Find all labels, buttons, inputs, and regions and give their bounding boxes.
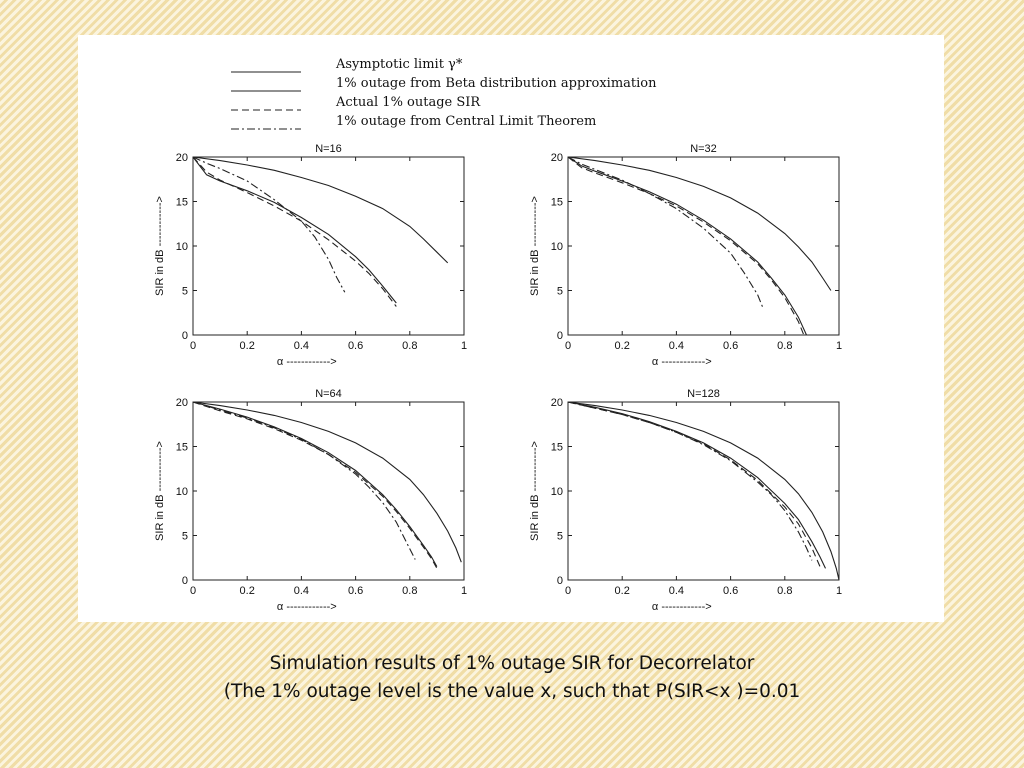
chart-1-series-4-line [192, 156, 346, 293]
chart-4-ytick-label-3: 15 [551, 442, 563, 454]
chart-1-xtick-label-5: 1 [461, 340, 467, 352]
chart-1-ytick-label-2: 10 [176, 241, 188, 253]
chart-4-series-2-line [567, 401, 826, 569]
chart-3-xtick-label-2: 0.4 [294, 585, 309, 597]
chart-3-xtick-label-1: 0.2 [240, 585, 255, 597]
chart-3-ytick-label-2: 10 [176, 486, 188, 498]
chart-1-series-3-line [192, 156, 397, 307]
chart-1-ytick-label-0: 0 [182, 330, 188, 342]
chart-2-series-4-line [567, 156, 764, 309]
chart-3-frame [192, 401, 465, 581]
chart-4-frame [567, 401, 840, 581]
caption: Simulation results of 1% outage SIR for … [0, 650, 1024, 706]
chart-2-ytick-label-3: 15 [551, 197, 563, 209]
chart-3-xtick-label-4: 0.8 [402, 585, 417, 597]
chart-2-ytick-label-4: 20 [551, 152, 563, 164]
chart-1-title: N=16 [315, 143, 342, 155]
chart-3-series-3-line [192, 401, 438, 569]
chart-4-xtick-label-3: 0.6 [723, 585, 738, 597]
legend-label-3: Actual 1% outage SIR [335, 95, 481, 110]
chart-2-title: N=32 [690, 143, 717, 155]
chart-2-series-3-line [567, 156, 805, 336]
chart-4-ytick-label-1: 5 [557, 531, 563, 543]
chart-4-ytick-label-0: 0 [557, 575, 563, 587]
chart-1-ytick-label-1: 5 [182, 286, 188, 298]
chart-4-xtick-label-2: 0.4 [669, 585, 684, 597]
chart-2-xtick-label-2: 0.4 [669, 340, 684, 352]
chart-2-series-1-line [567, 156, 832, 291]
chart-4-ytick-label-2: 10 [551, 486, 563, 498]
chart-2-xtick-label-3: 0.6 [723, 340, 738, 352]
chart-1-frame [192, 156, 465, 336]
chart-3-xtick-label-0: 0 [190, 585, 196, 597]
chart-3-series-4-line [192, 401, 416, 560]
chart-3-title: N=64 [315, 388, 342, 400]
chart-2-ytick-label-0: 0 [557, 330, 563, 342]
chart-4-series-4-line [567, 401, 813, 561]
chart-2-xtick-label-5: 1 [836, 340, 842, 352]
chart-3-xlabel: α ------------> [277, 601, 337, 613]
chart-4-xtick-label-5: 1 [836, 585, 842, 597]
chart-1-ylabel: SIR in dB ------------> [154, 196, 166, 296]
chart-4-xtick-label-0: 0 [565, 585, 571, 597]
chart-2-ytick-label-1: 5 [557, 286, 563, 298]
chart-3-ytick-label-4: 20 [176, 397, 188, 409]
chart-1-ytick-label-4: 20 [176, 152, 188, 164]
chart-1-xlabel: α ------------> [277, 356, 337, 368]
chart-2-ylabel: SIR in dB ------------> [529, 196, 541, 296]
chart-4-ytick-label-4: 20 [551, 397, 563, 409]
chart-4-xtick-label-4: 0.8 [777, 585, 792, 597]
chart-4-xtick-label-1: 0.2 [615, 585, 630, 597]
chart-2-frame [567, 156, 840, 336]
chart-1-xtick-label-4: 0.8 [402, 340, 417, 352]
chart-1-xtick-label-2: 0.4 [294, 340, 309, 352]
chart-3-series-2-line [192, 401, 438, 567]
chart-3-ytick-label-3: 15 [176, 442, 188, 454]
chart-3-series-1-line [192, 401, 462, 563]
legend-label-1: Asymptotic limit γ* [335, 57, 463, 72]
chart-4-series-3-line [567, 401, 821, 567]
chart-4-title: N=128 [687, 388, 720, 400]
chart-2-series-2-line [567, 156, 808, 336]
figure-panel: Asymptotic limit γ* 1% outage from Beta d… [78, 35, 944, 622]
chart-3-ytick-label-1: 5 [182, 531, 188, 543]
chart-2-xlabel: α ------------> [652, 356, 712, 368]
caption-line-1: Simulation results of 1% outage SIR for … [269, 653, 755, 674]
chart-1-series-1-line [192, 156, 449, 264]
chart-2-ytick-label-2: 10 [551, 241, 563, 253]
chart-3-ylabel: SIR in dB ------------> [154, 441, 166, 541]
chart-1-series-2-line [192, 156, 397, 304]
chart-4-xlabel: α ------------> [652, 601, 712, 613]
figure-svg: Asymptotic limit γ* 1% outage from Beta d… [154, 57, 842, 613]
chart-1-xtick-label-0: 0 [190, 340, 196, 352]
chart-3-xtick-label-5: 1 [461, 585, 467, 597]
chart-2-xtick-label-0: 0 [565, 340, 571, 352]
chart-1-xtick-label-3: 0.6 [348, 340, 363, 352]
legend-label-4: 1% outage from Central Limit Theorem [336, 114, 596, 129]
chart-4-ylabel: SIR in dB ------------> [529, 441, 541, 541]
chart-3-ytick-label-0: 0 [182, 575, 188, 587]
chart-1-ytick-label-3: 15 [176, 197, 188, 209]
chart-2-xtick-label-1: 0.2 [615, 340, 630, 352]
chart-3-xtick-label-3: 0.6 [348, 585, 363, 597]
caption-line-2: (The 1% outage level is the value x, suc… [223, 681, 801, 702]
legend-label-2: 1% outage from Beta distribution approxi… [336, 76, 657, 91]
chart-2-xtick-label-4: 0.8 [777, 340, 792, 352]
chart-4-series-1-line [567, 401, 840, 581]
chart-1-xtick-label-1: 0.2 [240, 340, 255, 352]
